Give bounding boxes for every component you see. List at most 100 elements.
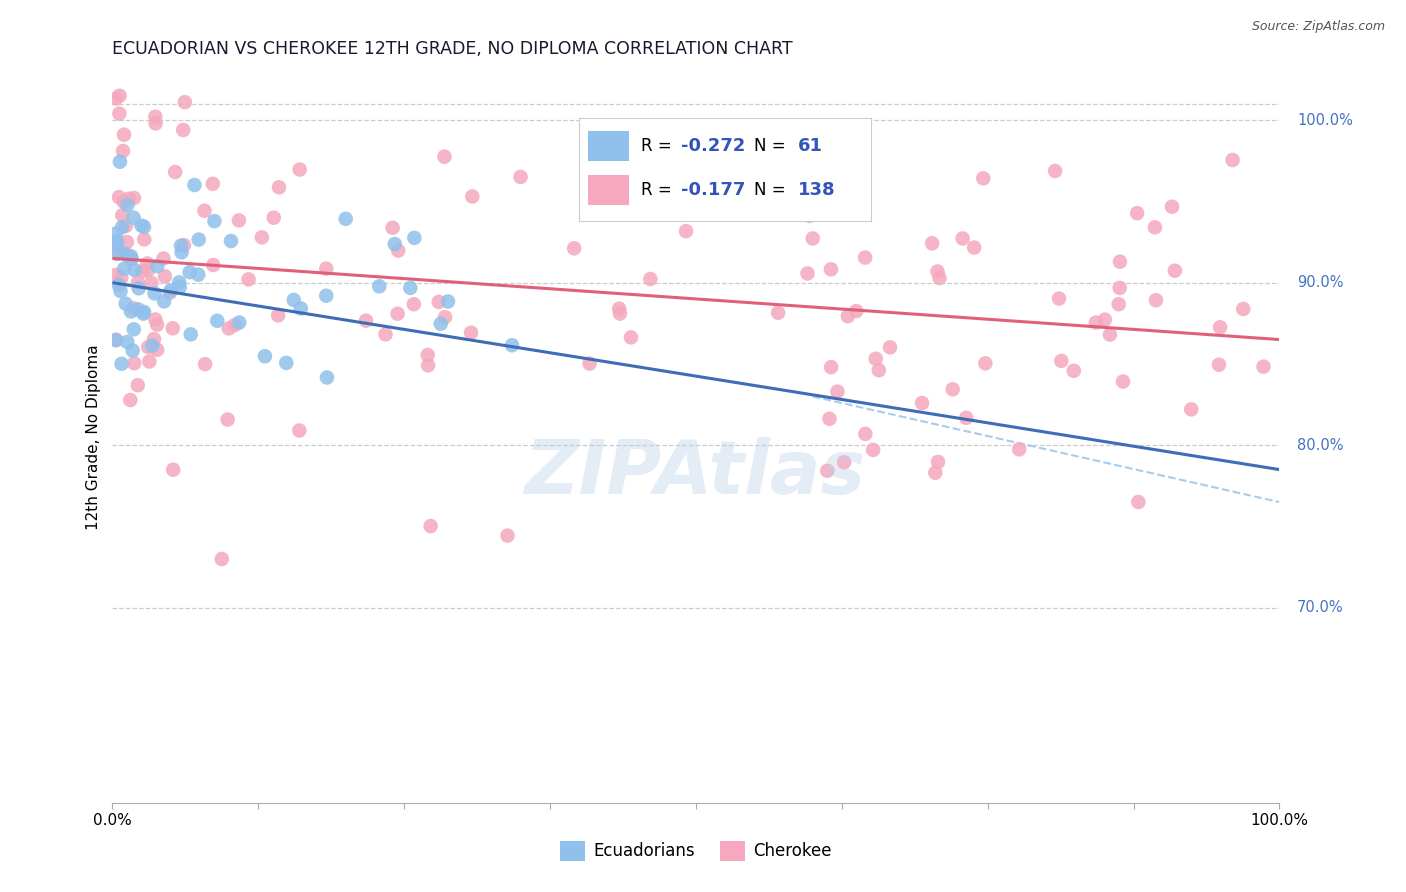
- Point: [928, 271, 950, 285]
- Point: [143, 332, 166, 346]
- Point: [250, 230, 273, 244]
- Point: [207, 314, 229, 328]
- Point: [354, 314, 377, 328]
- Point: [1108, 297, 1130, 311]
- Point: [911, 396, 934, 410]
- Point: [145, 116, 167, 130]
- Point: [122, 322, 145, 336]
- Point: [963, 241, 986, 255]
- Point: [110, 270, 132, 285]
- Point: [143, 110, 166, 124]
- Point: [120, 304, 142, 318]
- Point: [1047, 292, 1070, 306]
- Point: [399, 281, 422, 295]
- Point: [108, 106, 131, 120]
- Point: [607, 301, 630, 316]
- Point: [972, 171, 994, 186]
- Point: [1050, 354, 1073, 368]
- Point: [153, 294, 176, 309]
- Point: [104, 227, 127, 241]
- Text: 70.0%: 70.0%: [1296, 600, 1344, 615]
- Point: [117, 334, 139, 349]
- Point: [1112, 375, 1135, 389]
- Legend: Ecuadorians, Cherokee: Ecuadorians, Cherokee: [554, 834, 838, 868]
- Point: [108, 88, 131, 103]
- Point: [509, 169, 531, 184]
- Point: [115, 249, 138, 263]
- Text: -0.177: -0.177: [682, 181, 745, 199]
- Point: [638, 194, 661, 209]
- Point: [865, 351, 887, 366]
- Point: [374, 327, 396, 342]
- Point: [460, 326, 482, 340]
- Point: [419, 519, 441, 533]
- Point: [114, 246, 136, 260]
- Point: [146, 343, 169, 357]
- Text: -0.272: -0.272: [682, 137, 745, 155]
- Point: [110, 284, 132, 298]
- Point: [832, 455, 855, 469]
- Point: [121, 252, 143, 266]
- Point: [955, 410, 977, 425]
- Point: [879, 340, 901, 354]
- Point: [418, 359, 440, 373]
- Text: ZIPAtlas: ZIPAtlas: [526, 437, 866, 510]
- Point: [1208, 358, 1230, 372]
- Point: [136, 263, 159, 277]
- Point: [224, 318, 246, 332]
- Point: [136, 256, 159, 270]
- Point: [194, 357, 217, 371]
- Point: [202, 258, 225, 272]
- Point: [381, 220, 404, 235]
- Point: [105, 235, 128, 249]
- Point: [501, 338, 523, 352]
- Point: [952, 231, 974, 245]
- Point: [387, 244, 409, 258]
- Point: [136, 340, 159, 354]
- Point: [461, 189, 484, 203]
- Point: [138, 354, 160, 368]
- Point: [238, 272, 260, 286]
- Point: [143, 286, 166, 301]
- Point: [1063, 364, 1085, 378]
- Point: [799, 209, 821, 223]
- Point: [427, 294, 450, 309]
- Point: [104, 236, 127, 251]
- Point: [675, 224, 697, 238]
- Point: [283, 293, 305, 307]
- Point: [132, 305, 155, 319]
- Point: [153, 269, 176, 284]
- Point: [1144, 293, 1167, 308]
- Point: [1043, 164, 1066, 178]
- Point: [146, 259, 169, 273]
- Point: [211, 552, 233, 566]
- Point: [112, 128, 135, 142]
- Point: [104, 333, 127, 347]
- Point: [921, 236, 943, 251]
- Y-axis label: 12th Grade, No Diploma: 12th Grade, No Diploma: [86, 344, 101, 530]
- Point: [127, 378, 149, 392]
- Point: [820, 262, 842, 277]
- Point: [796, 267, 818, 281]
- Point: [127, 302, 149, 317]
- Point: [402, 297, 425, 311]
- Point: [132, 219, 155, 234]
- Point: [315, 261, 337, 276]
- Bar: [588, 175, 628, 205]
- Point: [193, 203, 215, 218]
- Point: [201, 177, 224, 191]
- Point: [115, 235, 138, 249]
- Point: [124, 263, 146, 277]
- Point: [640, 272, 662, 286]
- Point: [1164, 263, 1187, 277]
- Point: [818, 411, 841, 425]
- Point: [110, 357, 132, 371]
- Point: [1180, 402, 1202, 417]
- Point: [437, 294, 460, 309]
- Point: [384, 237, 406, 252]
- Bar: [588, 131, 628, 161]
- Point: [122, 191, 145, 205]
- Point: [179, 265, 201, 279]
- Point: [131, 219, 153, 233]
- Point: [404, 231, 426, 245]
